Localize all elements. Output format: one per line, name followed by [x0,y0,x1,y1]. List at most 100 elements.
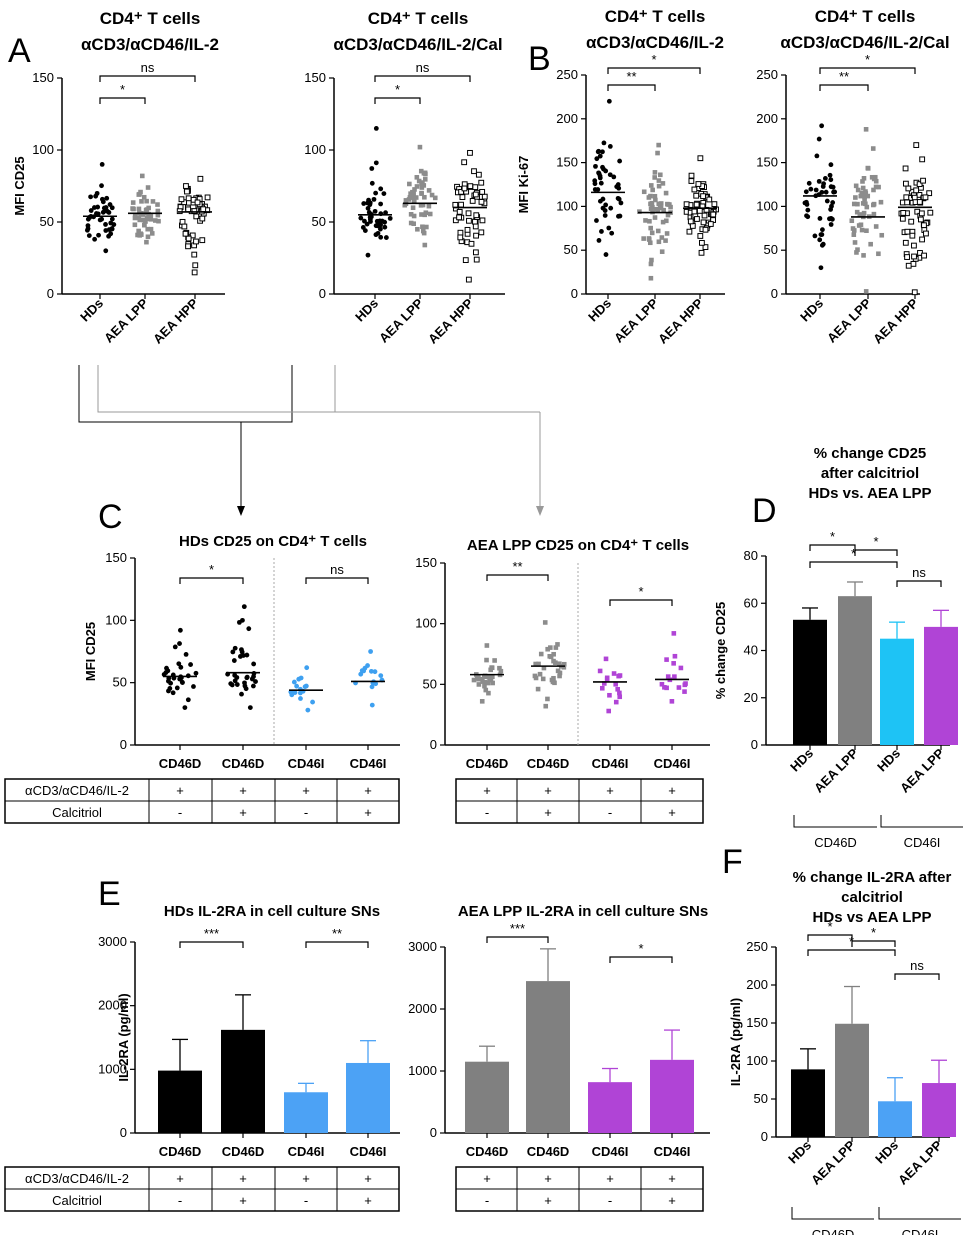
charts-layer: A CD4⁺ T cells αCD3/αCD46/IL-2 0 50 100 150 MFI… [8,7,963,1235]
table-cell-E1: + [239,1171,247,1186]
data-point-C2 [489,665,494,670]
data-point-B2 [870,146,876,151]
y-tick-label-E2: 2000 [408,1001,437,1016]
data-point-C2 [659,681,665,687]
significance-label-C2: ** [512,559,522,574]
arrow-head-gray [536,506,544,516]
significance-bracket-B2 [819,84,869,91]
y-tick-label-B2: 100 [756,198,778,213]
significance-bracket-C1 [179,577,244,584]
data-point-B1 [648,261,654,267]
y-tick-label-C2: 100 [415,616,437,631]
data-point-B2 [820,227,825,233]
y-tick-label-C1: 100 [105,612,127,627]
data-point-B1 [698,239,705,246]
data-point-B2 [863,289,869,294]
significance-label-D: * [830,529,835,544]
data-point-A1 [150,199,156,204]
data-point-C2 [474,675,480,681]
data-point-A1 [191,251,198,258]
chart-F: F % change IL-2RA after calcitriol HDs vs A… [722,843,961,1235]
data-point-A1 [184,188,190,195]
y-tick-label-D: 60 [744,595,758,610]
data-point-A1 [199,237,206,244]
data-point-C1 [249,676,255,682]
y-tick-label-C1: 0 [120,737,127,752]
data-point-B1 [653,197,658,203]
data-point-B2 [857,212,863,217]
bar-E1-1 [221,1029,265,1133]
data-point-B2 [863,127,869,132]
data-point-C2 [672,674,677,679]
data-point-B2 [854,250,859,255]
data-point-B1 [618,200,624,206]
data-point-B2 [869,174,875,180]
data-point-A2 [465,276,472,283]
data-point-C1 [177,641,182,646]
data-point-A2 [478,229,485,236]
y-tick-label-B1: 50 [564,242,578,257]
data-point-B2 [861,176,867,181]
data-point-A1 [139,199,144,204]
data-point-B2 [822,176,828,181]
significance-label-B1: ** [626,69,636,84]
table-cell-C1: + [239,805,247,820]
data-point-A2 [464,226,471,233]
table-row-label-1: αCD3/αCD46/IL-2 [25,783,129,798]
data-point-A2 [372,208,378,214]
data-point-A1 [191,208,198,214]
data-point-B2 [876,184,881,190]
data-point-B2 [864,204,870,210]
category-label-C1-1: CD46D [222,756,265,771]
data-point-B1 [688,172,695,179]
data-point-B2 [855,247,860,252]
data-point-C2 [486,690,491,696]
data-point-A1 [136,206,142,212]
data-point-B2 [828,177,834,183]
data-point-A2 [469,198,476,204]
data-point-B2 [828,215,834,221]
data-point-A1 [197,175,204,182]
significance-label-E1: ** [332,926,342,941]
category-label-F-3: AEA LPP [895,1137,945,1187]
category-label-E2-2: CD46I [592,1144,629,1159]
significance-label-F: ns [910,958,924,973]
data-point-C2 [601,681,607,686]
data-point-A2 [403,198,409,203]
data-point-C2 [484,643,490,648]
data-point-A1 [99,183,104,189]
data-point-B2 [923,230,929,237]
data-point-C1 [296,676,302,682]
panel-letter-E: E [98,875,121,913]
data-point-B2 [816,136,822,142]
data-point-C1 [191,684,196,689]
data-point-C1 [239,647,244,653]
bar-E2-3 [650,1059,694,1133]
data-point-C2 [492,658,497,663]
data-point-A1 [193,213,200,220]
data-point-A1 [103,222,108,227]
data-point-A2 [479,188,486,195]
data-point-C1 [291,679,297,685]
data-point-C2 [555,668,561,674]
category-label-E2-0: CD46D [466,1144,509,1159]
connector-lines [78,365,544,516]
data-point-B1 [655,150,660,156]
connector-black [78,365,293,423]
data-point-A2 [411,221,417,227]
data-point-A1 [156,218,161,224]
y-tick-label-C1: 150 [105,550,127,565]
data-point-A2 [472,218,478,225]
data-point-C1 [183,652,189,657]
data-point-C2 [671,661,676,666]
y-tick-label-D: 20 [744,690,758,705]
group-label-F-0: CD46D [812,1227,855,1235]
data-point-B1 [693,192,700,199]
table-cell-C1: + [364,805,372,820]
data-point-C2 [482,683,487,689]
data-point-A1 [146,205,151,211]
data-point-B1 [593,163,598,169]
data-point-A1 [132,212,138,218]
data-point-A1 [100,199,106,205]
data-point-C1 [193,670,199,676]
